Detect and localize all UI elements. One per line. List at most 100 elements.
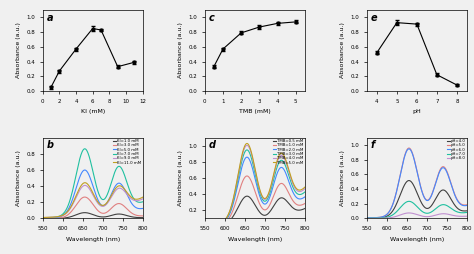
KI=3.0 mM <box>82 196 88 199</box>
Line: TMB=5.0 mM: TMB=5.0 mM <box>205 144 305 225</box>
pH=6.0 <box>412 162 418 165</box>
Text: b: b <box>46 140 54 150</box>
X-axis label: pH: pH <box>412 109 421 114</box>
TMB=0.5 mM <box>284 200 290 203</box>
TMB=1.0 mM <box>250 184 256 187</box>
pH=8.0 <box>412 213 418 216</box>
pH=4.0 <box>412 187 418 190</box>
KI=1.0 mM <box>94 214 100 217</box>
KI=7.0 mM <box>137 201 143 204</box>
TMB=1.0 mM <box>262 208 267 211</box>
pH=4.0 <box>406 179 412 182</box>
pH=4.0 <box>446 194 452 197</box>
KI=11.0 mM <box>94 199 100 202</box>
KI=11.0 mM <box>122 188 128 191</box>
Line: pH=4.0: pH=4.0 <box>367 181 467 218</box>
TMB=2.0 mM <box>300 197 305 200</box>
TMB=4.0 mM <box>202 223 208 226</box>
pH=5.0 <box>446 176 452 179</box>
TMB=5.0 mM <box>284 162 290 165</box>
Line: pH=5.0: pH=5.0 <box>367 148 467 218</box>
pH=7.0 <box>412 203 418 206</box>
pH=7.0 <box>364 217 370 220</box>
KI=3.0 mM <box>88 199 93 202</box>
KI=5.0 mM <box>100 204 105 207</box>
KI=9.0 mM <box>40 216 46 219</box>
pH=7.0 <box>412 203 418 206</box>
Line: pH=7.0: pH=7.0 <box>367 201 467 218</box>
Text: e: e <box>371 13 377 23</box>
TMB=1.0 mM <box>302 202 308 205</box>
KI=5.0 mM <box>88 179 94 182</box>
Text: f: f <box>371 140 375 150</box>
TMB=0.5 mM <box>300 208 305 211</box>
X-axis label: Wavelength (nm): Wavelength (nm) <box>65 237 120 242</box>
pH=7.0 <box>406 200 412 203</box>
KI=9.0 mM <box>88 190 94 193</box>
KI=9.0 mM <box>82 184 88 187</box>
TMB=0.5 mM <box>250 199 255 202</box>
TMB=2.0 mM <box>302 195 308 198</box>
KI=1.0 mM <box>88 212 93 215</box>
TMB=4.0 mM <box>262 198 267 201</box>
TMB=1.0 mM <box>250 183 255 186</box>
KI=1.0 mM <box>88 212 94 215</box>
X-axis label: Wavelength (nm): Wavelength (nm) <box>228 237 282 242</box>
KI=9.0 mM <box>100 205 105 208</box>
KI=3.0 mM <box>88 200 94 203</box>
KI=11.0 mM <box>82 181 88 184</box>
pH=5.0 <box>419 187 424 190</box>
TMB=4.0 mM <box>302 187 308 190</box>
TMB=4.0 mM <box>244 144 250 147</box>
KI=5.0 mM <box>88 177 93 180</box>
TMB=2.0 mM <box>202 224 208 227</box>
Legend: TMB=0.5 mM, TMB=1.0 mM, TMB=2.0 mM, TMB=3.0 mM, TMB=4.0 mM, TMB=5.0 mM: TMB=0.5 mM, TMB=1.0 mM, TMB=2.0 mM, TMB=… <box>273 138 304 165</box>
TMB=5.0 mM <box>244 142 250 145</box>
KI=11.0 mM <box>140 196 146 199</box>
Line: pH=6.0: pH=6.0 <box>367 149 467 218</box>
KI=5.0 mM <box>137 207 143 210</box>
TMB=0.5 mM <box>202 224 208 227</box>
TMB=5.0 mM <box>256 185 262 188</box>
Y-axis label: Absorbance (a.u.): Absorbance (a.u.) <box>178 150 183 206</box>
Y-axis label: Absorbance (a.u.): Absorbance (a.u.) <box>178 23 183 78</box>
TMB=0.5 mM <box>302 207 308 210</box>
pH=7.0 <box>424 212 429 215</box>
pH=6.0 <box>364 216 370 219</box>
pH=5.0 <box>464 203 470 206</box>
TMB=3.0 mM <box>202 224 208 227</box>
KI=9.0 mM <box>94 200 100 203</box>
TMB=1.0 mM <box>284 188 290 191</box>
X-axis label: Wavelength (nm): Wavelength (nm) <box>390 237 444 242</box>
pH=4.0 <box>464 209 470 212</box>
TMB=1.0 mM <box>256 201 262 204</box>
KI=7.0 mM <box>140 200 146 203</box>
pH=8.0 <box>424 215 429 218</box>
KI=1.0 mM <box>137 216 143 219</box>
TMB=3.0 mM <box>302 190 308 194</box>
pH=5.0 <box>364 216 370 219</box>
Y-axis label: Absorbance (a.u.): Absorbance (a.u.) <box>340 23 345 78</box>
KI=11.0 mM <box>40 216 46 219</box>
Line: KI=7.0 mM: KI=7.0 mM <box>43 149 143 218</box>
TMB=3.0 mM <box>284 168 290 171</box>
pH=4.0 <box>419 201 424 204</box>
pH=6.0 <box>446 177 452 180</box>
KI=7.0 mM <box>100 198 105 201</box>
pH=5.0 <box>406 147 412 150</box>
Y-axis label: Absorbance (a.u.): Absorbance (a.u.) <box>16 23 21 78</box>
Line: KI=9.0 mM: KI=9.0 mM <box>43 185 143 218</box>
Line: TMB=3.0 mM: TMB=3.0 mM <box>205 150 305 225</box>
pH=6.0 <box>464 204 470 207</box>
KI=5.0 mM <box>140 207 146 210</box>
Y-axis label: Absorbance (a.u.): Absorbance (a.u.) <box>340 150 345 206</box>
KI=3.0 mM <box>137 214 143 217</box>
TMB=5.0 mM <box>262 197 267 200</box>
pH=8.0 <box>446 213 452 216</box>
TMB=2.0 mM <box>262 202 267 205</box>
KI=7.0 mM <box>40 216 46 219</box>
TMB=2.0 mM <box>250 167 255 170</box>
TMB=3.0 mM <box>262 200 267 203</box>
KI=11.0 mM <box>88 187 93 190</box>
KI=11.0 mM <box>137 197 143 200</box>
